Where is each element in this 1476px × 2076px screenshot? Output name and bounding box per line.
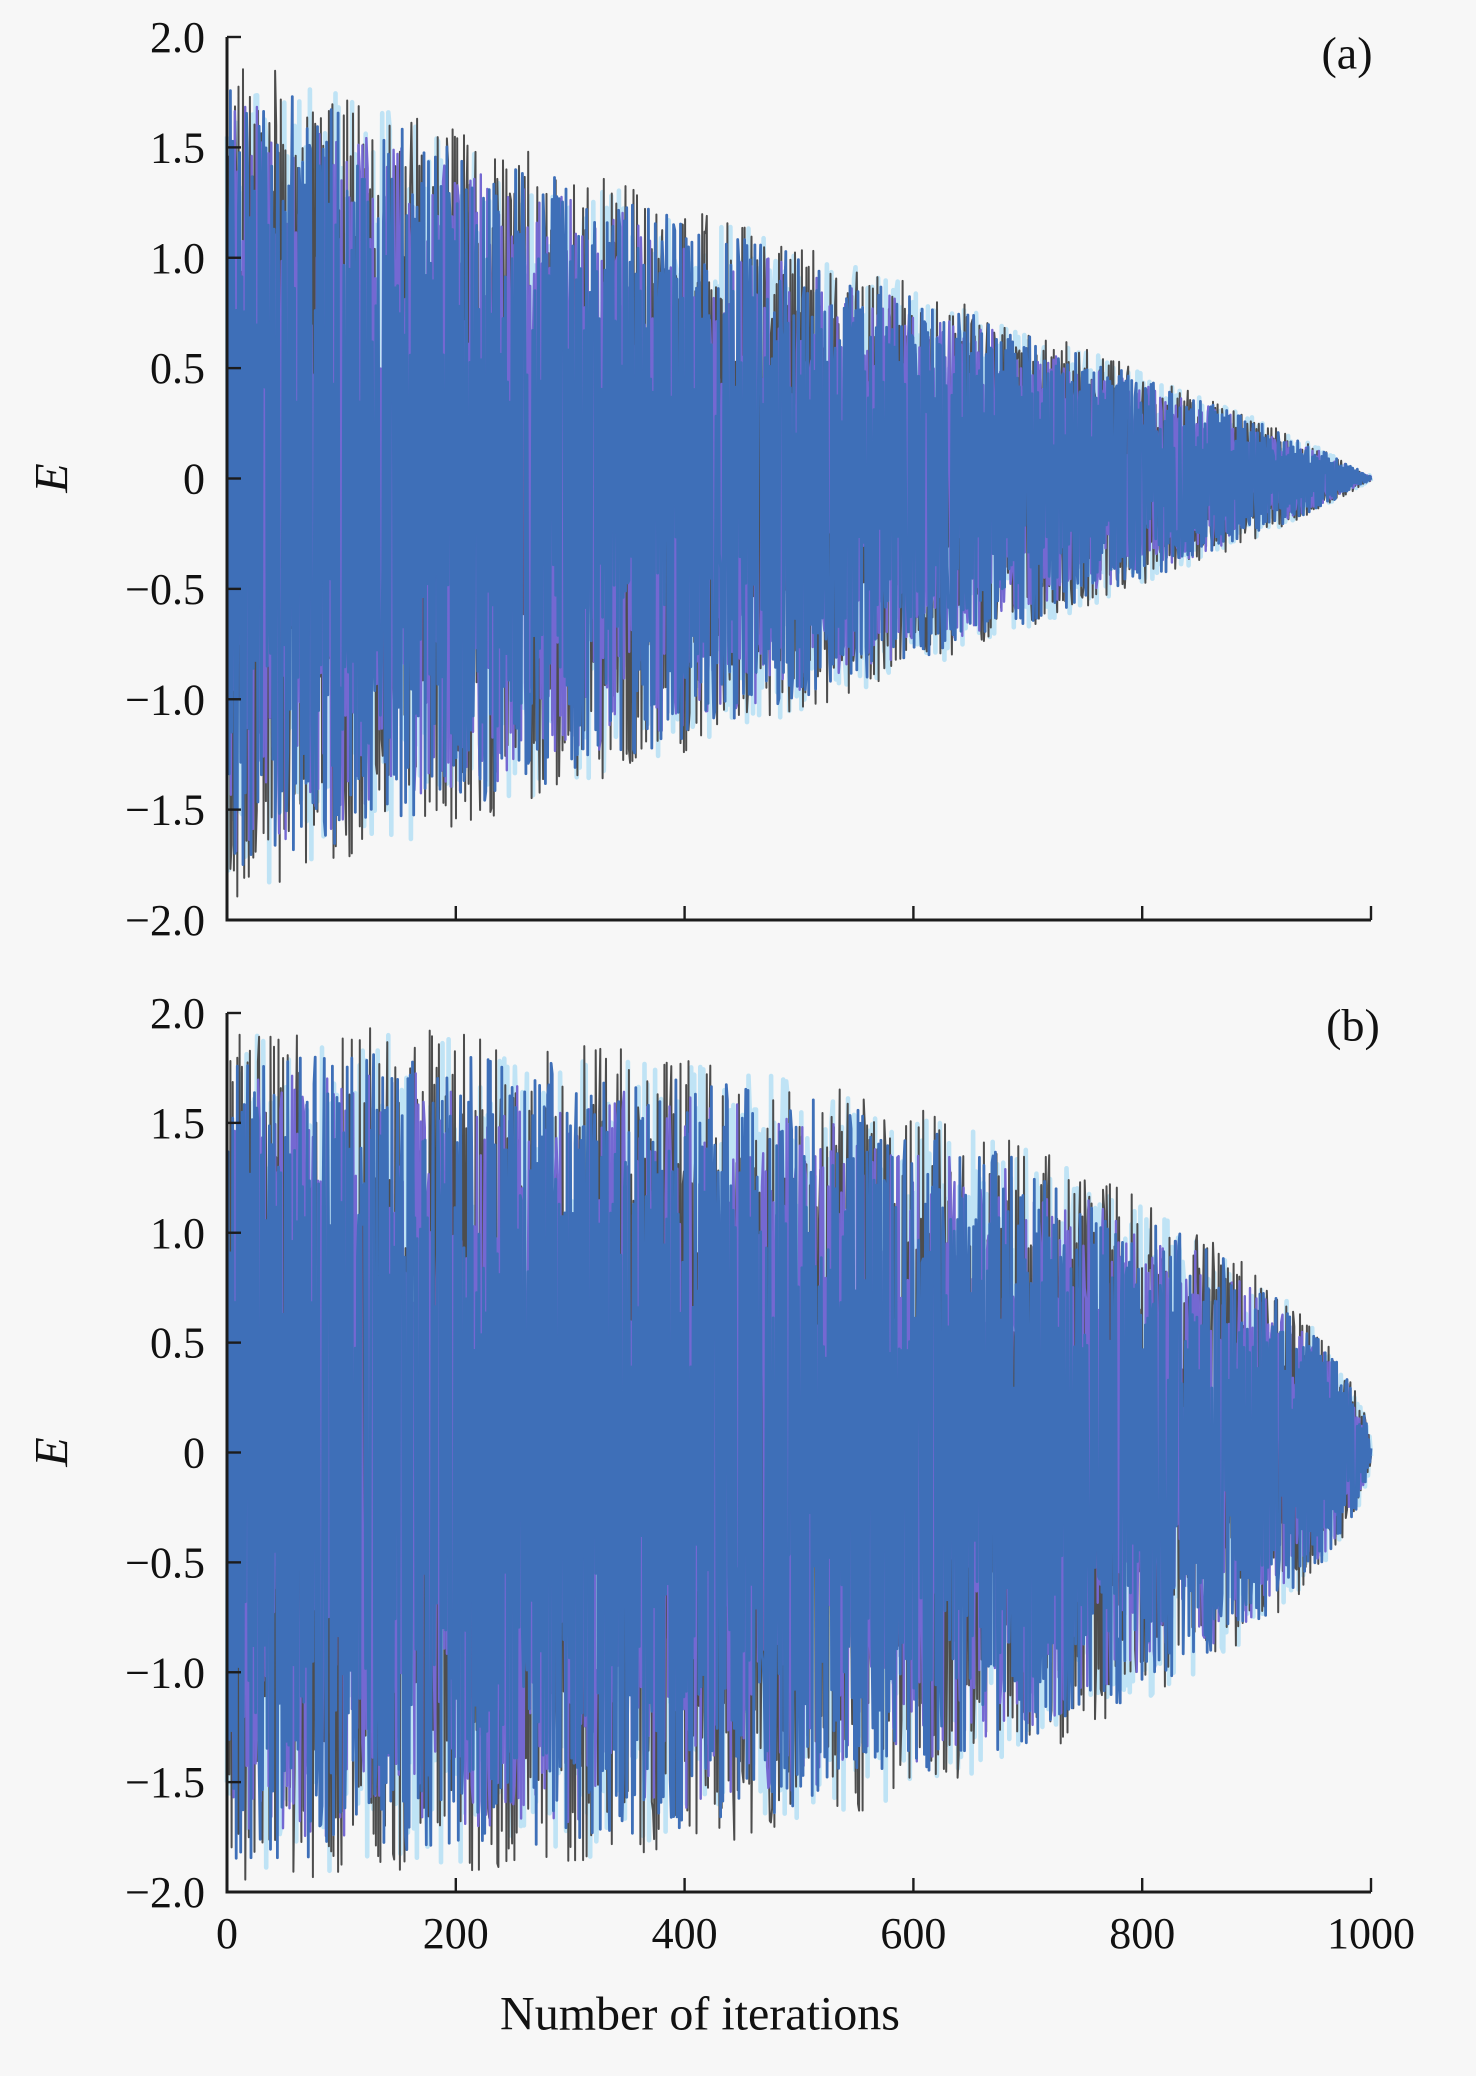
panel-b-label: (b) <box>1326 999 1380 1051</box>
x-axis-label: Number of iterations <box>500 1987 900 2041</box>
x-tick-label: 400 <box>652 1909 718 1958</box>
y-tick-label: 0 <box>183 455 205 504</box>
y-tick-label: −1.0 <box>125 675 205 724</box>
x-tick-label: 0 <box>216 1909 238 1958</box>
series-error-component-blue-panel-b <box>225 1053 1373 1860</box>
y-tick-label: 0 <box>183 1429 205 1478</box>
y-tick-label: −2.0 <box>125 1868 205 1917</box>
y-tick-label: 1.5 <box>150 1099 205 1148</box>
y-tick-label: 1.0 <box>150 234 205 283</box>
y-tick-label: −1.5 <box>125 1758 205 1807</box>
y-tick-label: −1.0 <box>125 1648 205 1697</box>
y-tick-label: −0.5 <box>125 565 205 614</box>
x-tick-label: 800 <box>1109 1909 1175 1958</box>
x-tick-label: 200 <box>423 1909 489 1958</box>
y-tick-label: 2.0 <box>150 989 205 1038</box>
y-tick-label: −1.5 <box>125 786 205 835</box>
y-tick-label: −2.0 <box>125 896 205 945</box>
y-axis-label-b: E <box>25 1437 79 1467</box>
x-tick-label: 1000 <box>1327 1909 1415 1958</box>
y-axis-label-a: E <box>25 463 79 493</box>
y-tick-label: 0.5 <box>150 344 205 393</box>
x-tick-label: 600 <box>880 1909 946 1958</box>
y-tick-label: 1.0 <box>150 1209 205 1258</box>
y-tick-label: 1.5 <box>150 123 205 172</box>
panel-a-label: (a) <box>1321 27 1373 79</box>
y-tick-label: −0.5 <box>125 1538 205 1587</box>
series-error-component-blue-panel-a <box>225 89 1373 866</box>
y-tick-label: 2.0 <box>150 13 205 62</box>
y-tick-label: 0.5 <box>150 1319 205 1368</box>
